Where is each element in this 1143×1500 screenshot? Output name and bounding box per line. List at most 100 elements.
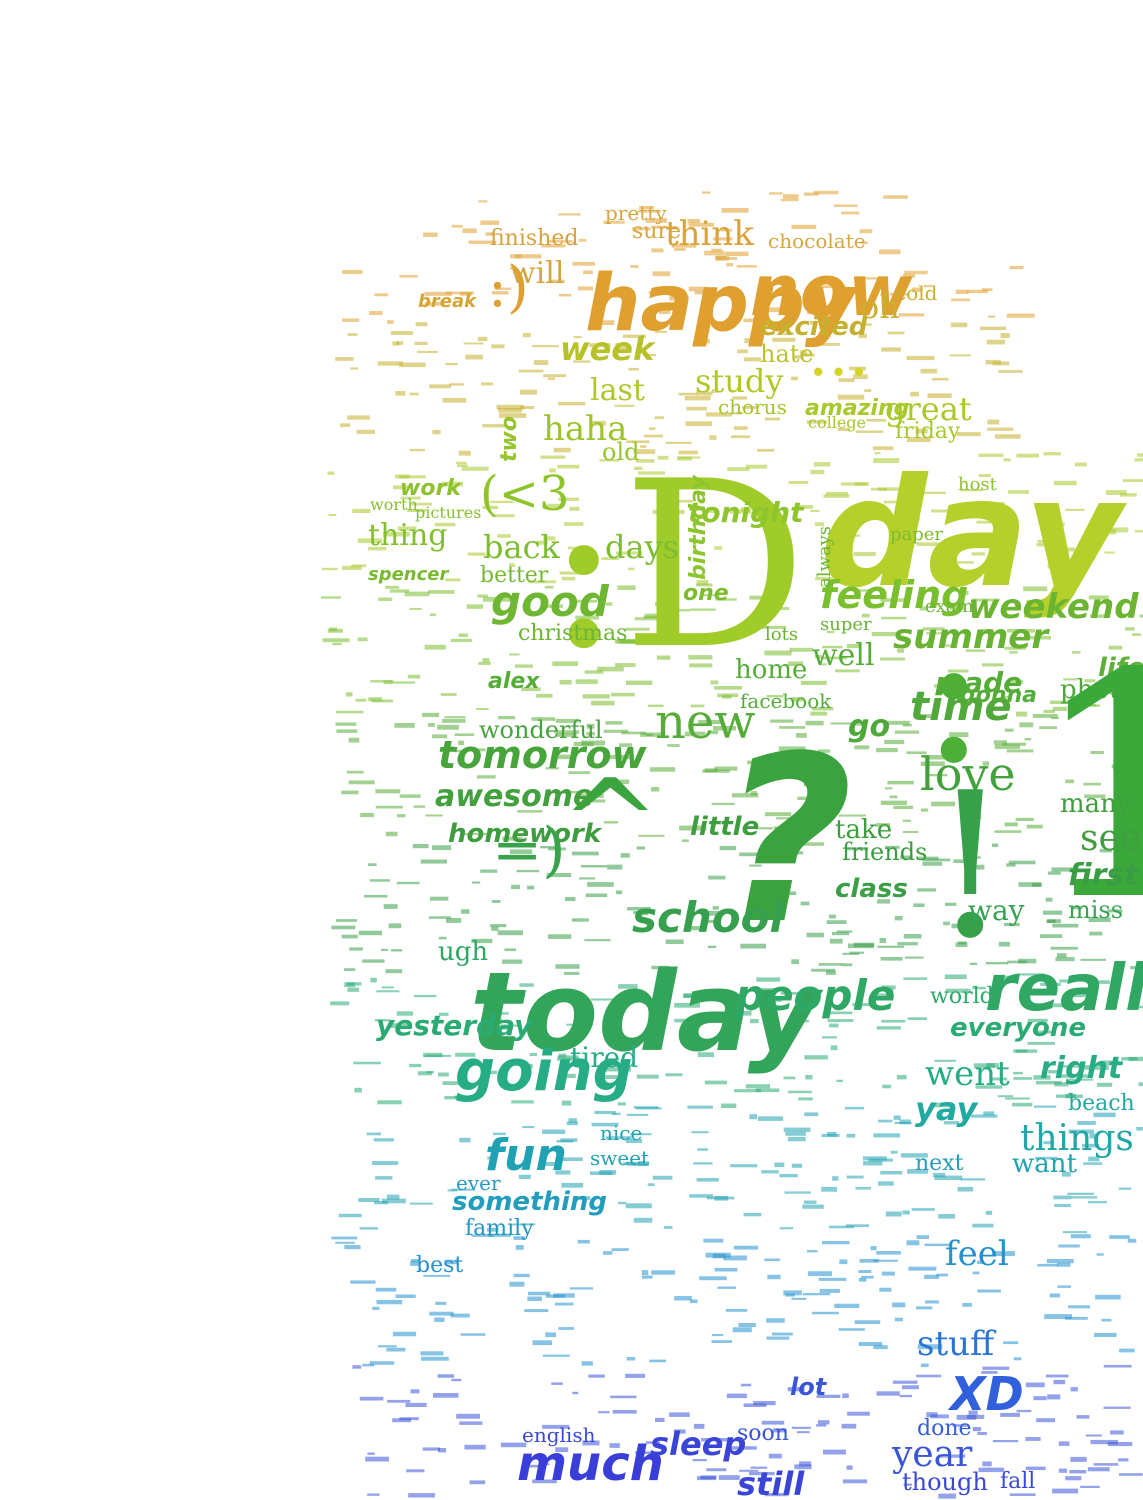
texture-mark — [437, 1374, 455, 1378]
texture-mark — [756, 977, 781, 982]
texture-mark — [554, 1302, 574, 1306]
texture-mark — [1053, 1195, 1072, 1200]
texture-mark — [991, 1077, 1008, 1081]
texture-mark — [1108, 645, 1123, 650]
word-48: always — [814, 526, 835, 588]
texture-mark — [385, 831, 398, 837]
texture-mark — [586, 723, 595, 729]
texture-mark — [678, 450, 699, 455]
texture-mark — [1111, 764, 1129, 769]
texture-mark — [1036, 1080, 1062, 1085]
texture-mark — [853, 374, 868, 380]
texture-mark — [442, 398, 467, 403]
texture-mark — [776, 817, 804, 820]
texture-mark — [488, 1012, 509, 1015]
texture-mark — [471, 938, 493, 944]
texture-mark — [749, 864, 762, 867]
texture-mark — [1087, 1467, 1110, 1472]
texture-mark — [664, 609, 691, 612]
texture-mark — [369, 879, 390, 882]
texture-mark — [1006, 749, 1034, 753]
texture-mark — [1104, 551, 1115, 554]
texture-mark — [818, 963, 843, 966]
texture-mark — [773, 826, 781, 830]
texture-mark — [1015, 817, 1034, 821]
texture-mark — [637, 209, 661, 213]
texture-mark — [553, 447, 571, 453]
texture-mark — [846, 1465, 853, 1470]
texture-mark — [1118, 1473, 1143, 1476]
word-113: sleep — [650, 1425, 746, 1463]
texture-mark — [525, 1464, 547, 1468]
word-21: haha — [543, 409, 627, 449]
texture-mark — [738, 1323, 756, 1328]
texture-mark — [890, 1150, 898, 1154]
texture-mark — [979, 326, 1006, 331]
texture-mark — [616, 1044, 628, 1047]
texture-mark — [758, 1116, 784, 1121]
word-15: hate — [760, 340, 814, 368]
texture-mark — [833, 793, 843, 798]
texture-mark — [742, 406, 758, 409]
texture-mark — [646, 353, 656, 357]
texture-mark — [509, 849, 533, 854]
texture-mark — [826, 630, 835, 634]
texture-mark — [510, 254, 522, 259]
texture-mark — [440, 693, 457, 696]
texture-mark — [625, 1203, 652, 1209]
texture-mark — [885, 787, 893, 790]
texture-mark — [715, 598, 737, 601]
texture-mark — [772, 1428, 787, 1433]
word-84: today — [470, 948, 824, 1076]
texture-mark — [425, 814, 443, 817]
texture-mark — [1088, 917, 1111, 922]
word-67: love — [920, 747, 1016, 801]
texture-mark — [1111, 688, 1130, 692]
texture-mark — [569, 1287, 593, 1290]
word-87: ugh — [438, 937, 488, 967]
texture-mark — [572, 261, 595, 266]
texture-mark — [1034, 1105, 1057, 1108]
texture-mark — [903, 1483, 913, 1486]
texture-mark — [969, 962, 978, 965]
texture-mark — [647, 1183, 655, 1187]
texture-mark — [880, 1171, 903, 1175]
texture-mark — [907, 1169, 929, 1174]
texture-mark — [428, 916, 452, 919]
texture-mark — [610, 1395, 637, 1399]
texture-mark — [591, 1122, 619, 1127]
texture-mark — [482, 505, 499, 510]
texture-mark — [558, 293, 572, 297]
texture-mark — [764, 650, 792, 656]
texture-mark — [924, 1243, 952, 1247]
texture-mark — [445, 363, 458, 366]
texture-mark — [594, 1110, 616, 1115]
word-93: went — [925, 1054, 1010, 1094]
word-52: life — [1098, 653, 1143, 683]
word-68: ^ — [560, 755, 661, 894]
texture-mark — [883, 195, 908, 199]
word-80: class — [835, 874, 908, 904]
texture-mark — [584, 670, 604, 674]
texture-mark — [589, 343, 611, 348]
texture-mark — [509, 1223, 536, 1226]
texture-mark — [717, 1286, 736, 1289]
texture-mark — [797, 842, 824, 846]
word-103: something — [452, 1187, 607, 1217]
texture-mark — [497, 534, 511, 538]
texture-mark — [787, 661, 803, 665]
texture-mark — [622, 334, 646, 338]
texture-mark — [855, 1186, 871, 1190]
texture-mark — [713, 726, 736, 731]
texture-mark — [482, 596, 511, 602]
texture-mark — [1006, 313, 1035, 318]
texture-mark — [783, 1290, 802, 1296]
texture-mark — [1043, 910, 1063, 915]
texture-mark — [1005, 1097, 1030, 1100]
texture-mark — [374, 1019, 391, 1022]
texture-mark — [365, 1456, 389, 1462]
texture-mark — [549, 468, 556, 473]
word-70: awesome — [435, 779, 593, 814]
texture-mark — [580, 865, 608, 868]
texture-mark — [654, 416, 664, 420]
